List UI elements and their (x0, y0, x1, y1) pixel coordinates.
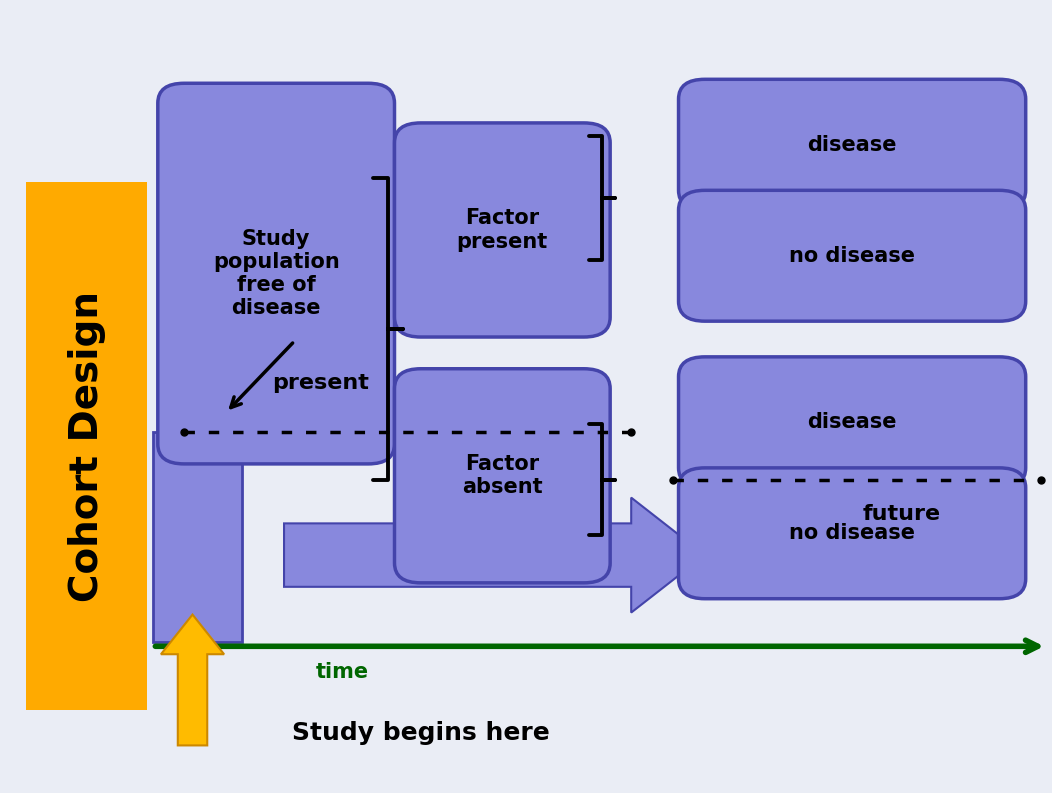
Text: disease: disease (807, 135, 897, 155)
Text: time: time (316, 662, 368, 682)
FancyBboxPatch shape (679, 357, 1026, 488)
Text: Factor
absent: Factor absent (462, 454, 543, 497)
Text: present: present (272, 373, 369, 393)
Text: Study
population
free of
disease: Study population free of disease (213, 229, 340, 318)
FancyBboxPatch shape (679, 468, 1026, 599)
FancyBboxPatch shape (394, 369, 610, 583)
Text: Factor
present: Factor present (457, 209, 548, 251)
FancyBboxPatch shape (158, 83, 394, 464)
FancyBboxPatch shape (26, 182, 147, 710)
Text: Cohort Design: Cohort Design (67, 290, 106, 602)
FancyArrow shape (284, 498, 705, 613)
FancyArrow shape (161, 615, 224, 745)
FancyBboxPatch shape (153, 432, 242, 642)
Text: no disease: no disease (789, 523, 915, 543)
Text: future: future (863, 504, 940, 523)
FancyBboxPatch shape (394, 123, 610, 337)
FancyBboxPatch shape (679, 190, 1026, 321)
Text: no disease: no disease (789, 246, 915, 266)
FancyBboxPatch shape (679, 79, 1026, 210)
Text: Study begins here: Study begins here (291, 722, 550, 745)
Text: disease: disease (807, 412, 897, 432)
